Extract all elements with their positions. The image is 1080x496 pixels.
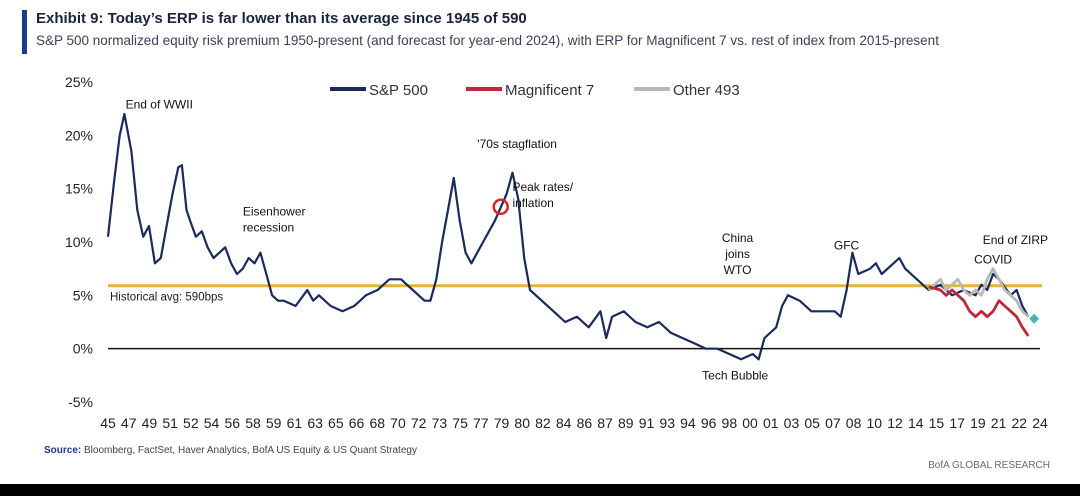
- x-tick-label: 59: [266, 415, 282, 431]
- erp-chart: -5%0%5%10%15%20%25%45 47 49 51 52 54 56 58 59 61 6…: [65, 74, 1048, 431]
- x-tick-label: 68: [369, 415, 385, 431]
- x-tick-label: 96: [701, 415, 717, 431]
- source-text: Bloomberg, FactSet, Haver Analytics, Bof…: [81, 445, 417, 456]
- source-note: Source: Bloomberg, FactSet, Haver Analyt…: [44, 445, 417, 456]
- historical-average-label: Historical avg: 590bps: [110, 292, 223, 304]
- x-tick-label: 45: [100, 415, 116, 431]
- y-tick-label: 5%: [73, 287, 93, 303]
- x-tick-label: 15: [929, 415, 945, 431]
- x-tick-label: 54: [204, 415, 220, 431]
- annotation-label: Eisenhower: [243, 204, 306, 218]
- annotation-label: China: [722, 231, 754, 245]
- x-tick-label: 72: [411, 415, 427, 431]
- chart-subtitle: S&P 500 normalized equity risk premium 1…: [36, 33, 939, 48]
- x-tick-label: 24: [1032, 415, 1048, 431]
- x-tick-label: 70: [390, 415, 406, 431]
- x-tick-label: 75: [452, 415, 468, 431]
- annotation-label: Tech Bubble: [702, 369, 768, 383]
- x-tick-label: 87: [597, 415, 613, 431]
- x-tick-label: 98: [722, 415, 738, 431]
- x-tick-label: 79: [494, 415, 510, 431]
- annotation-label: Peak rates/: [512, 180, 573, 194]
- legend-label: Magnificent 7: [505, 82, 594, 99]
- bottom-strip: [0, 484, 1080, 496]
- magnificent-7-line: [928, 285, 1030, 337]
- y-tick-label: 20%: [65, 127, 93, 143]
- x-tick-label: 21: [991, 415, 1007, 431]
- x-tick-label: 73: [432, 415, 448, 431]
- annotation-label: inflation: [512, 196, 553, 210]
- x-tick-label: 01: [763, 415, 779, 431]
- x-tick-label: 51: [162, 415, 178, 431]
- x-tick-label: 84: [556, 415, 572, 431]
- y-tick-label: 10%: [65, 234, 93, 250]
- x-tick-label: 65: [328, 415, 344, 431]
- annotation-label: recession: [243, 220, 294, 234]
- other-493-line: [927, 267, 1030, 318]
- annotation-label: End of ZIRP: [983, 233, 1048, 247]
- x-tick-label: 08: [846, 415, 862, 431]
- source-label: Source:: [44, 445, 82, 456]
- x-tick-label: 03: [784, 415, 800, 431]
- x-tick-label: 58: [245, 415, 261, 431]
- annotation-label: WTO: [724, 263, 752, 277]
- chart-title: Exhibit 9: Today’s ERP is far lower than…: [36, 10, 527, 27]
- title-accent-bar: [22, 10, 27, 54]
- annotation-label: End of WWII: [126, 98, 193, 112]
- x-tick-label: 66: [349, 415, 365, 431]
- x-tick-label: 61: [287, 415, 303, 431]
- x-tick-label: 14: [908, 415, 924, 431]
- x-tick-label: 56: [224, 415, 240, 431]
- y-tick-label: 25%: [65, 74, 93, 90]
- legend-label: Other 493: [673, 82, 740, 99]
- x-tick-label: 05: [804, 415, 820, 431]
- x-tick-label: 63: [307, 415, 323, 431]
- x-tick-label: 12: [887, 415, 903, 431]
- x-tick-label: 17: [949, 415, 965, 431]
- x-tick-label: 80: [514, 415, 530, 431]
- annotation-label: GFC: [834, 238, 860, 252]
- x-tick-label: 47: [121, 415, 137, 431]
- x-tick-label: 10: [867, 415, 883, 431]
- x-tick-label: 86: [577, 415, 593, 431]
- x-tick-label: 89: [618, 415, 634, 431]
- y-tick-label: 0%: [73, 341, 93, 357]
- x-tick-label: 49: [142, 415, 158, 431]
- x-tick-label: 77: [473, 415, 489, 431]
- x-tick-label: 82: [535, 415, 551, 431]
- x-tick-label: 19: [970, 415, 986, 431]
- legend-label: S&P 500: [369, 82, 428, 99]
- y-tick-label: 15%: [65, 181, 93, 197]
- peak-rates-marker: [492, 198, 509, 216]
- y-tick-label: -5%: [68, 394, 93, 410]
- annotation-label: COVID: [974, 252, 1012, 266]
- x-tick-label: 93: [659, 415, 675, 431]
- x-tick-label: 07: [825, 415, 841, 431]
- x-tick-label: 94: [680, 415, 696, 431]
- x-tick-label: 00: [742, 415, 758, 431]
- brand-label: BofA GLOBAL RESEARCH: [928, 460, 1050, 471]
- sp500-line: [106, 112, 1030, 361]
- annotation-label: joins: [724, 247, 750, 261]
- forecast-marker: [1029, 313, 1040, 324]
- x-tick-label: 52: [183, 415, 199, 431]
- annotation-label: '70s stagflation: [477, 137, 557, 151]
- x-tick-label: 91: [639, 415, 655, 431]
- x-tick-label: 22: [1011, 415, 1027, 431]
